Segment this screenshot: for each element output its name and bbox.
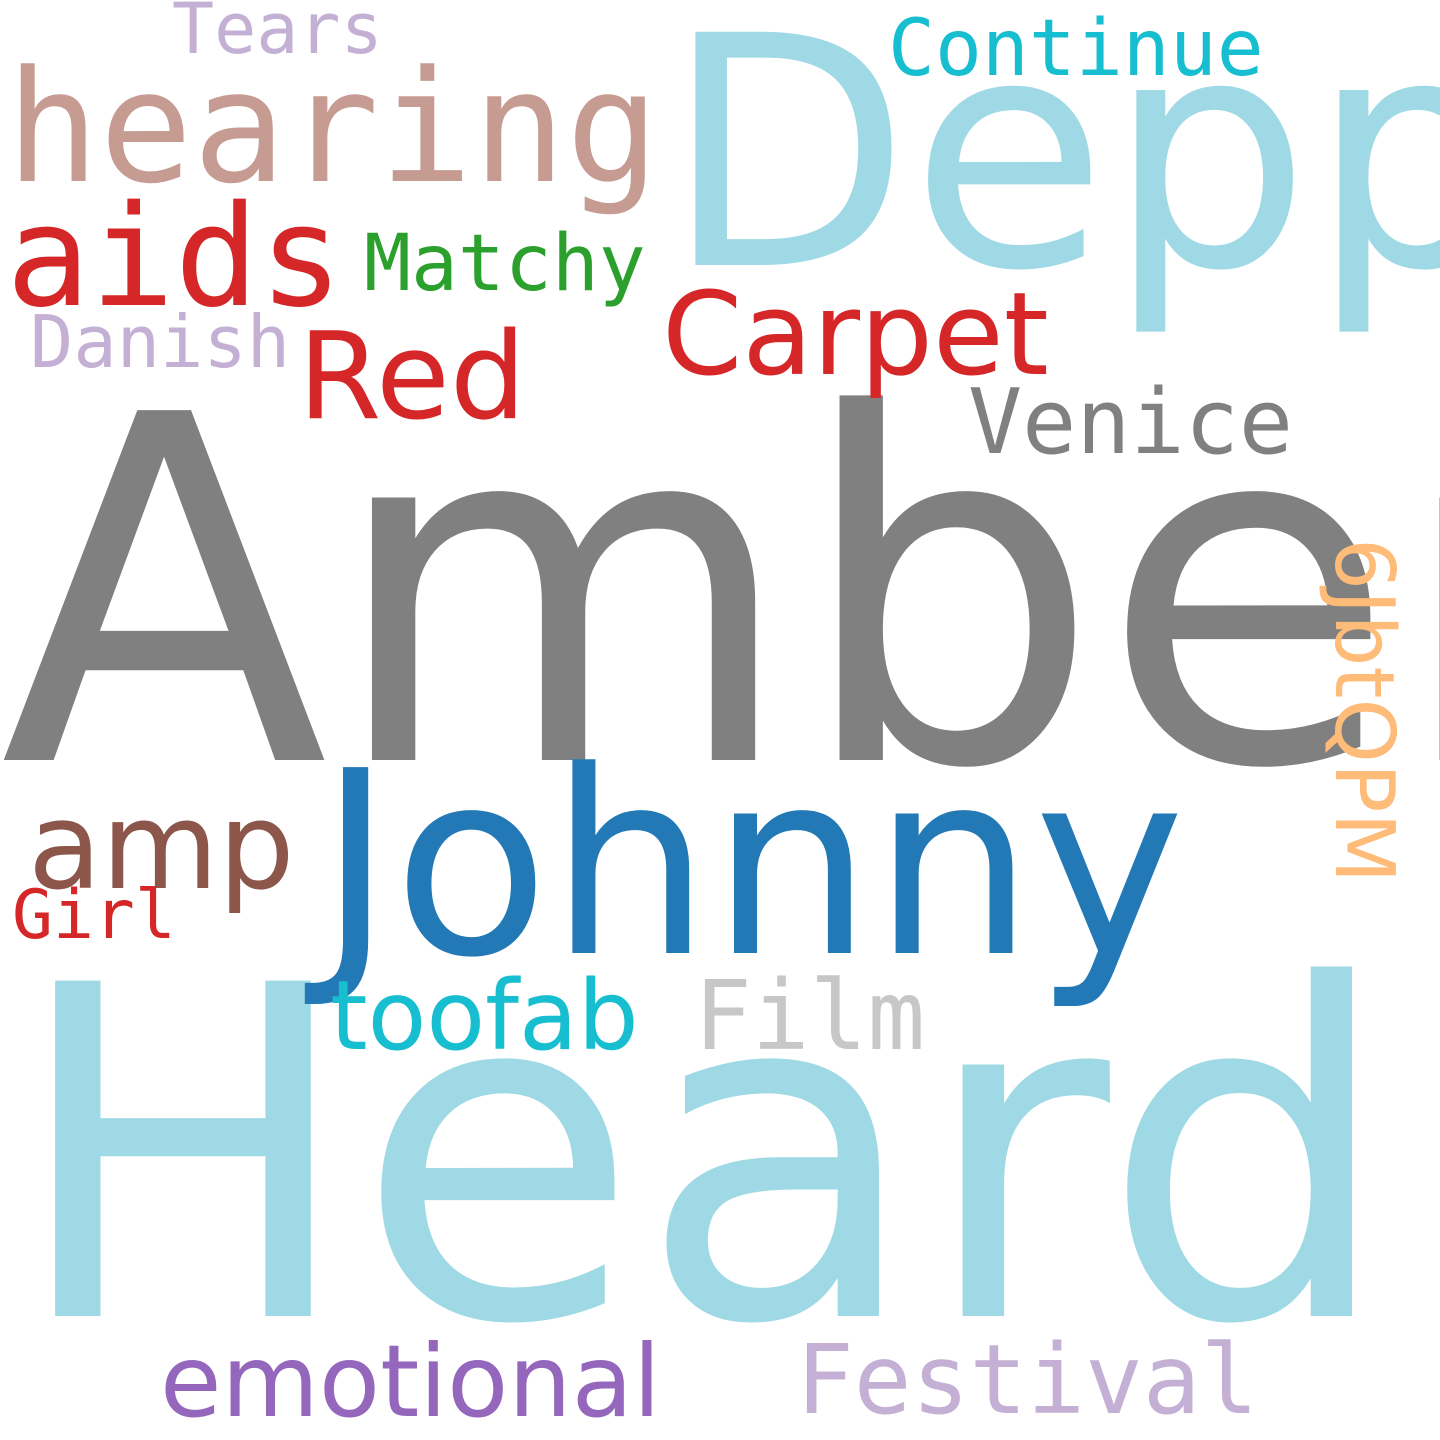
word-carpet: Carpet	[662, 268, 1049, 402]
word-6jbtqpm: 6JbtQPM	[1316, 538, 1411, 884]
word-hearing: hearing	[6, 37, 660, 218]
word-tears: Tears	[172, 0, 383, 70]
word-girl: Girl	[12, 876, 176, 955]
word-depp: Depp	[664, 0, 1440, 341]
word-emotional: emotional	[160, 1323, 661, 1440]
word-johnny: Johnny	[318, 717, 1185, 1014]
word-aids: aids	[6, 176, 344, 339]
word-heard: Heard	[10, 890, 1394, 1425]
word-red: Red	[298, 308, 526, 447]
word-continue: Continue	[888, 4, 1264, 94]
word-danish: Danish	[30, 300, 291, 384]
word-amber: Amber	[0, 315, 1440, 874]
word-venice: Venice	[968, 370, 1294, 475]
word-matchy: Matchy	[364, 219, 646, 309]
word-toofab: toofab	[330, 960, 639, 1072]
word-festival: Festival	[796, 1324, 1259, 1436]
word-film: Film	[694, 960, 926, 1072]
word-amp: amp	[28, 778, 295, 917]
